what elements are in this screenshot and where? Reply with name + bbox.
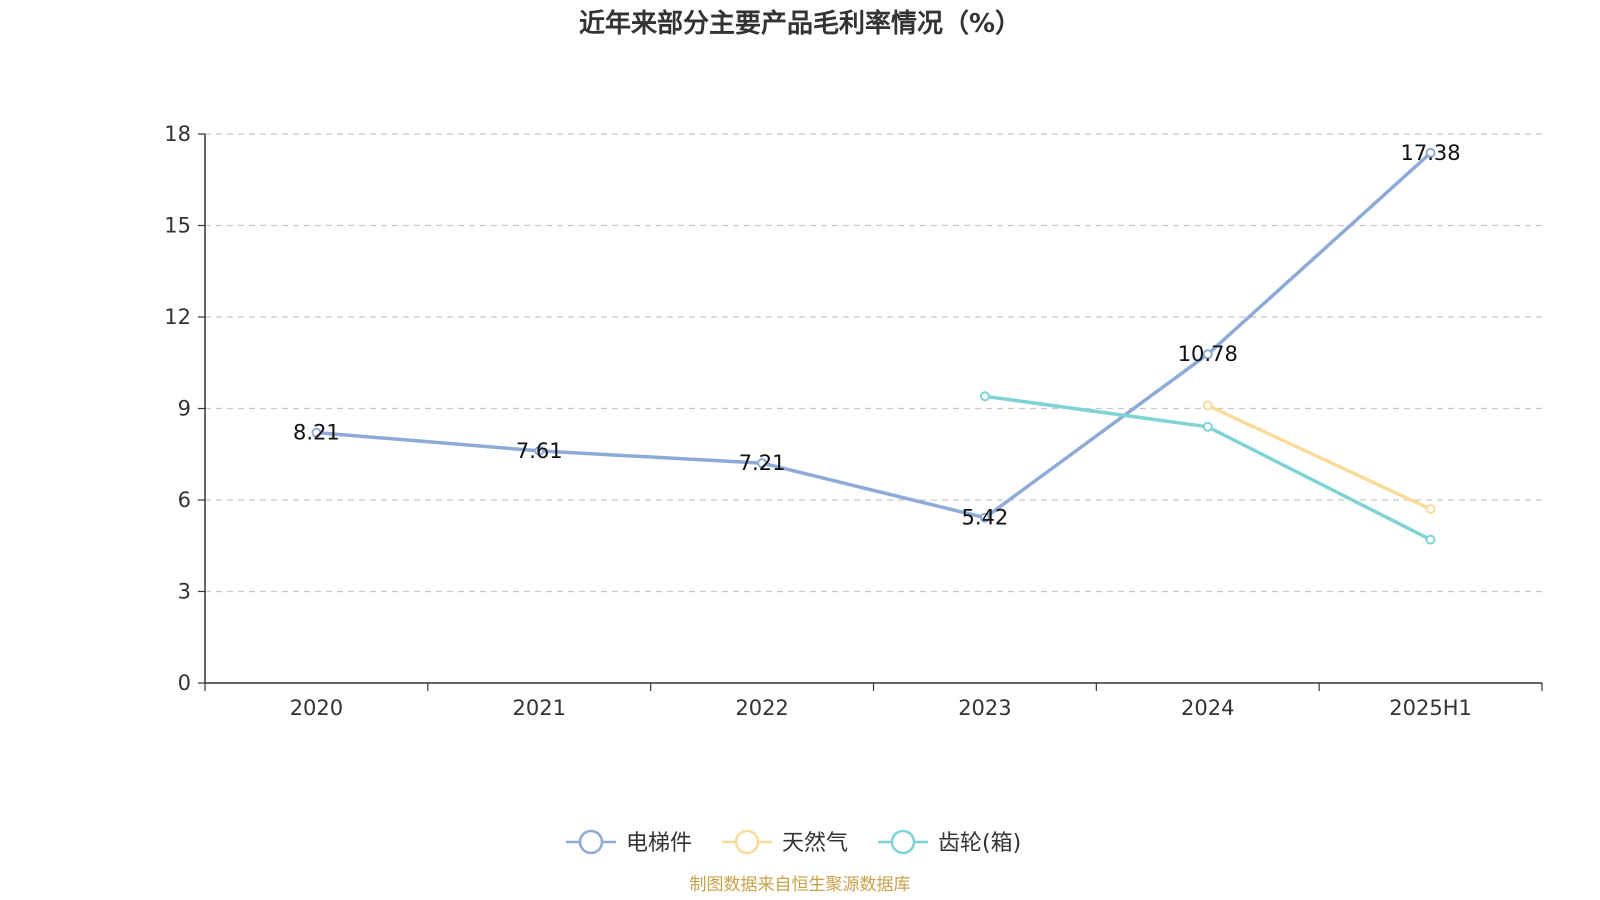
- legend-label: 电梯件: [626, 831, 692, 856]
- legend-marker-icon: [890, 829, 916, 855]
- data-point[interactable]: [534, 445, 545, 456]
- x-tick-label: 2024: [1181, 696, 1234, 720]
- grid-lines: [205, 133, 1542, 593]
- y-tick-label: 9: [178, 397, 191, 421]
- data-point[interactable]: [311, 427, 322, 438]
- y-tick-label: 3: [178, 580, 191, 604]
- legend-label: 天然气: [782, 831, 848, 856]
- data-label: 5.42: [962, 506, 1009, 530]
- legend: 电梯件 天然气 齿轮(箱): [566, 829, 1021, 856]
- data-point[interactable]: [1202, 421, 1213, 432]
- series-2: [979, 391, 1436, 545]
- x-tick-label: 2020: [290, 696, 343, 720]
- data-point[interactable]: [1202, 400, 1213, 411]
- data-point[interactable]: [1425, 534, 1436, 545]
- series-line: [1206, 403, 1433, 511]
- data-point[interactable]: [757, 458, 768, 469]
- data-labels: 8.21 7.61 7.21 5.42 10.78 17.38: [293, 141, 1461, 530]
- legend-marker-icon: [734, 829, 760, 855]
- y-tick-label: 6: [178, 488, 191, 512]
- data-point[interactable]: [1202, 349, 1213, 360]
- data-label: 7.21: [739, 451, 786, 475]
- data-point[interactable]: [1425, 147, 1436, 158]
- y-tick-label: 0: [178, 671, 191, 695]
- y-tick-label: 15: [164, 214, 191, 238]
- series-0: [311, 147, 1436, 523]
- series-lines: [311, 147, 1436, 545]
- data-label: 7.61: [516, 439, 563, 463]
- x-tick-label: 2022: [735, 696, 788, 720]
- x-tick-label: 2023: [958, 696, 1011, 720]
- legend-marker-icon: [578, 829, 604, 855]
- legend-item[interactable]: 齿轮(箱): [878, 829, 1021, 856]
- data-point[interactable]: [979, 512, 990, 523]
- series-1: [1202, 400, 1436, 515]
- y-tick-label: 18: [164, 122, 191, 146]
- source-note: 制图数据来自恒生聚源数据库: [690, 875, 911, 895]
- series-line: [314, 151, 1433, 520]
- data-label: 10.78: [1178, 342, 1238, 366]
- x-tick-label: 2021: [513, 696, 566, 720]
- y-tick-label: 12: [164, 305, 191, 329]
- x-tick-label: 2025H1: [1389, 696, 1472, 720]
- data-label: 17.38: [1401, 141, 1461, 165]
- data-point[interactable]: [979, 391, 990, 402]
- legend-item[interactable]: 电梯件: [566, 829, 692, 856]
- data-point[interactable]: [1425, 504, 1436, 515]
- axes: 0 3 6 9 12 15 18 2020 2021 2022 2023 2024 2025H1: [164, 122, 1543, 720]
- data-label: 8.21: [293, 421, 340, 445]
- legend-item[interactable]: 天然气: [722, 829, 848, 856]
- legend-label: 齿轮(箱): [938, 831, 1021, 856]
- chart-title: 近年来部分主要产品毛利率情况（%）: [579, 8, 1021, 39]
